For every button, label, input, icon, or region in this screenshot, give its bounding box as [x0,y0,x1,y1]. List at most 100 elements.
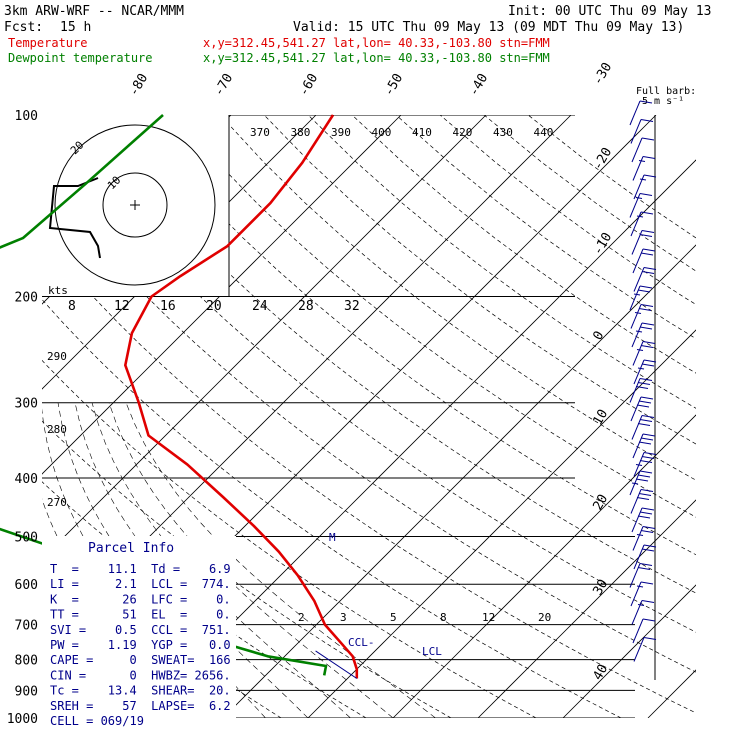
parcel-info-box: Parcel Info T = 11.1 Td = 6.9LI = 2.1 LC… [42,536,236,730]
parcel-info-row: TT = 51 EL = 0. [50,608,231,622]
parcel-path [315,650,358,679]
wind-barb-flag [637,567,651,570]
forecast-value: 15 h [60,20,91,35]
legend-temperature-name: Temperature [8,36,87,50]
wind-barb-flag [640,304,654,307]
wind-barb [631,137,655,163]
legend-temperature-info: x,y=312.45,541.27 lat,lon= 40.33,-103.80… [203,36,550,50]
mixing-ratio-label: 5 [390,611,397,624]
parcel-info-row: CIN = 0 HWBZ= 2656. [50,668,231,682]
mixing-ratio-label: 3 [340,611,347,624]
wind-barb-flag [637,382,651,385]
wind-barb [629,378,653,403]
temperature-tick-label: -70 [211,71,236,99]
pressure-tick-label: 400 [15,472,38,487]
wind-barb-flag [641,548,655,552]
theta-label: 390 [331,126,351,139]
wind-barb-flag [637,474,651,478]
parcel-info-row: CELL = 069/19 [50,714,144,728]
wind-barb-flag [638,493,652,496]
wind-barb [631,507,655,533]
wind-barb [630,211,654,237]
mixing-ratio-label: 2 [298,611,305,624]
wind-barb-flag [639,419,653,422]
wind-barb-flag [640,581,654,585]
wind-barb-flag [638,400,652,404]
hodograph-kts-label: kts [48,284,68,297]
wind-barb-flag [639,326,653,330]
lcl-label: LCL [422,645,442,658]
wind-barb [631,322,655,348]
wind-barb-flag [639,100,653,104]
temperature-line [124,114,359,679]
wind-barb [630,489,654,514]
pressure-tick-label: 700 [15,619,38,634]
wind-barb-flag [638,308,652,311]
wind-barb-flag [635,478,649,482]
wind-barb-shaft [629,100,641,126]
wind-barb-flag [640,211,654,215]
wind-barb [632,526,656,551]
wind-barb-half [639,178,647,181]
wind-barb-half [635,464,643,466]
model-title: 3km ARW-WRF -- NCAR/MMM [4,4,184,19]
wind-barb-flag [639,378,653,381]
parcel-info-row: SVI = 0.5 CCL = 751. [50,623,231,637]
wind-barb [629,563,653,588]
parcel-info-row: T = 11.1 Td = 6.9 [50,562,231,576]
wind-barb [629,470,653,496]
wind-barb [632,341,656,366]
wind-barb-flag [641,230,655,233]
wind-barb-shaft [632,618,644,644]
wind-barb-half [635,330,643,333]
wind-barb-flag [640,396,654,400]
temperature-tick-label: -80 [126,71,151,99]
parcel-info-row: Tc = 13.4 SHEAR= 20. [50,684,231,698]
barb-legend-line1: Full barb: [636,86,696,97]
hodograph-speed-label: 24 [252,299,268,314]
temperature-tick-label: -60 [296,71,321,99]
wind-barb-shaft [631,600,643,625]
parcel-info-row: LI = 2.1 LCL = 774. [50,577,231,591]
pressure-tick-label: 500 [15,530,38,545]
wind-barb-flag [637,289,651,293]
wind-barb-flag [639,563,653,566]
dry-adiabat [42,359,537,718]
wind-barb-flag [643,452,657,455]
wind-barb-flag [643,359,657,363]
moist-adiabat [91,402,351,718]
wind-barb [630,304,654,329]
wind-barb [632,433,656,459]
wind-barb-flag [641,271,655,274]
wind-barb-half [631,482,639,485]
wind-barb-flag [641,600,655,603]
wind-barb-flag [641,456,655,459]
isotherm [42,115,402,475]
mixing-ratio-label: 8 [440,611,447,624]
wind-barb-shaft [630,581,642,607]
wind-barb-flag [642,341,656,344]
init-time: Init: 00 UTC Thu 09 May 13 [508,4,712,19]
wind-barb-flag [639,193,653,196]
pressure-tick-label: 800 [15,654,38,669]
isotherm [562,584,696,718]
wind-barb-half [634,312,642,314]
wind-barb-flag [639,511,653,515]
thetae-label: 280 [47,423,67,436]
wind-barb [633,637,657,662]
dry-adiabat [527,115,696,239]
hodograph-speed-label: 28 [298,299,314,314]
hodograph-speed-label: 16 [160,299,176,314]
moist-adiabat [108,402,394,718]
parcel-info-title: Parcel Info [88,541,174,556]
wind-barb [629,100,653,126]
wind-barb-flag [642,156,656,159]
wind-barb-flag [642,618,656,622]
wind-barb-half [637,604,645,606]
dry-adiabat [351,115,696,374]
wind-barb-flag [641,137,655,141]
parcel-info-row: SREH = 57 LAPSE= 6.2 [50,699,231,713]
forecast-label: Fcst: [4,20,43,35]
